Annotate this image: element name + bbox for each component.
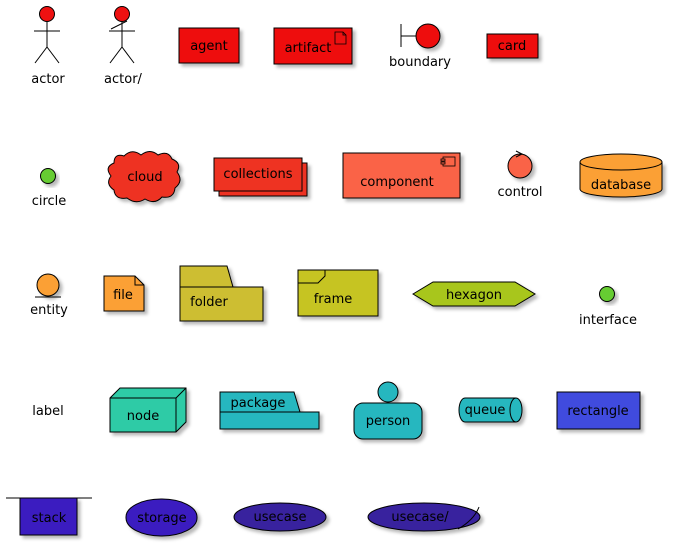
node-label: node — [127, 409, 159, 424]
cloud-shape: cloud — [107, 151, 181, 203]
package-label: package — [231, 396, 286, 411]
control-label: control — [497, 185, 542, 200]
entity-label: entity — [30, 303, 68, 318]
circle-shape — [40, 168, 56, 184]
component-icon — [440, 156, 456, 167]
usecase-slash-shape: usecase/ — [367, 502, 481, 532]
database-shape: database — [579, 153, 663, 198]
package-shape: package — [219, 391, 320, 430]
hexagon-shape: hexagon — [412, 281, 536, 307]
entity-shape — [35, 273, 61, 298]
actor-label: actor — [31, 72, 65, 87]
agent-shape: agent — [178, 27, 240, 64]
card-shape: card — [486, 33, 539, 59]
usecase-slash-label: usecase/ — [391, 510, 449, 525]
folder-shape: folder — [179, 265, 264, 322]
file-label: file — [113, 288, 133, 303]
queue-label: queue — [465, 403, 506, 418]
frame-shape: frame — [297, 269, 379, 317]
actor-slash-shape — [109, 6, 135, 64]
stack-shape: stack — [6, 497, 92, 536]
artifact-file-icon — [334, 31, 347, 45]
card-label: card — [498, 39, 526, 54]
boundary-label: boundary — [389, 55, 451, 70]
file-shape: file — [103, 275, 145, 312]
circle-label: circle — [32, 194, 67, 209]
boundary-shape — [400, 23, 441, 49]
control-shape — [507, 150, 533, 179]
label-text: label — [32, 404, 63, 419]
storage-shape: storage — [125, 498, 198, 537]
actor-slash-label: actor/ — [104, 72, 143, 87]
person-shape: person — [353, 381, 423, 440]
database-label: database — [591, 178, 651, 193]
cloud-label: cloud — [127, 170, 162, 185]
interface-label: interface — [579, 313, 637, 328]
component-label: component — [360, 175, 434, 190]
person-label: person — [366, 414, 411, 429]
actor-shape — [34, 6, 60, 64]
frame-label: frame — [314, 292, 353, 307]
artifact-shape: artifact — [273, 27, 353, 65]
usecase-shape: usecase — [233, 502, 327, 532]
queue-shape: queue — [458, 397, 523, 423]
rectangle-label: rectangle — [567, 404, 628, 419]
artifact-label: artifact — [285, 41, 332, 56]
collections-shape: collections — [213, 157, 308, 197]
rectangle-shape: rectangle — [556, 391, 641, 430]
component-shape: component — [342, 152, 461, 199]
usecase-label: usecase — [254, 510, 307, 525]
agent-label: agent — [190, 39, 228, 54]
hexagon-label: hexagon — [446, 288, 502, 303]
stack-label: stack — [32, 511, 67, 526]
interface-shape — [599, 286, 615, 302]
node-shape: node — [109, 387, 187, 433]
collections-label: collections — [223, 167, 292, 182]
folder-label: folder — [190, 295, 228, 310]
storage-label: storage — [137, 511, 186, 526]
